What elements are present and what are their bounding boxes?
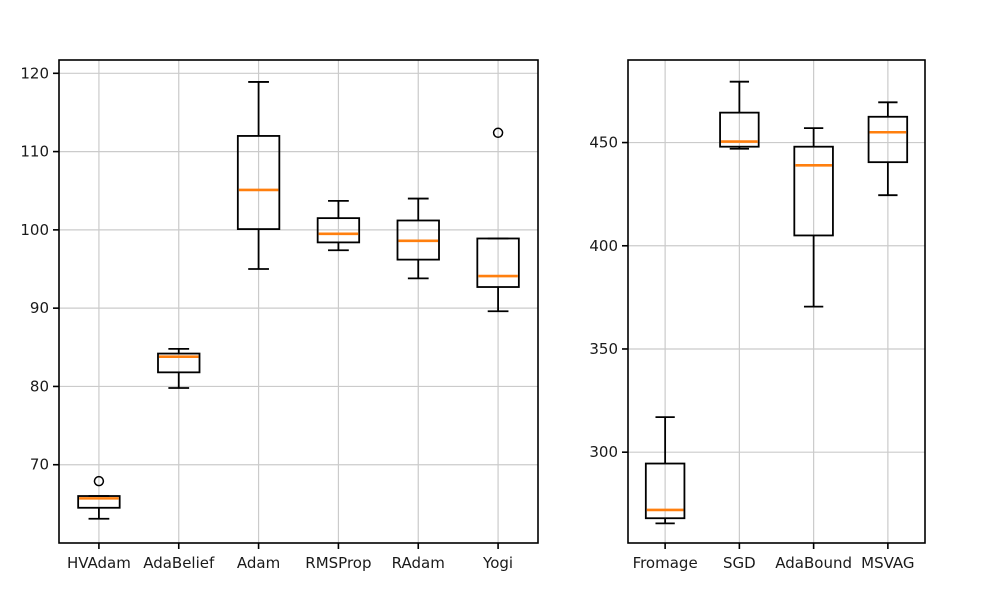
x-tick-label: AdaBelief (143, 554, 215, 572)
x-tick-label: Fromage (633, 554, 698, 572)
y-tick-label: 110 (20, 143, 49, 161)
box (644, 462, 686, 520)
y-tick-label: 80 (30, 377, 49, 395)
x-tick-label: RAdam (392, 554, 445, 572)
y-tick-label: 400 (589, 237, 618, 255)
box (157, 352, 201, 374)
x-tick-label: Yogi (482, 554, 513, 572)
outlier-point (93, 475, 105, 487)
box (236, 135, 281, 230)
axis-frame (58, 59, 539, 544)
y-tick-label: 90 (30, 299, 49, 317)
y-tick-label: 300 (589, 443, 618, 461)
x-tick-label: SGD (723, 554, 756, 572)
y-tick-label: 70 (30, 456, 49, 474)
box (396, 219, 440, 261)
box (77, 495, 121, 509)
y-tick-label: 350 (589, 340, 618, 358)
x-tick-label: HVAdam (67, 554, 131, 572)
y-tick-label: 120 (20, 64, 49, 82)
box (316, 217, 361, 244)
box (476, 237, 520, 288)
box (793, 145, 834, 237)
axis-frame (627, 59, 926, 544)
outlier-point (492, 127, 504, 139)
box (719, 111, 760, 148)
y-tick-label: 100 (20, 221, 49, 239)
y-tick-label: 450 (589, 134, 618, 152)
x-tick-label: Adam (237, 554, 280, 572)
box (867, 115, 909, 164)
x-tick-label: AdaBound (775, 554, 852, 572)
x-tick-label: MSVAG (861, 554, 914, 572)
x-tick-label: RMSProp (305, 554, 371, 572)
